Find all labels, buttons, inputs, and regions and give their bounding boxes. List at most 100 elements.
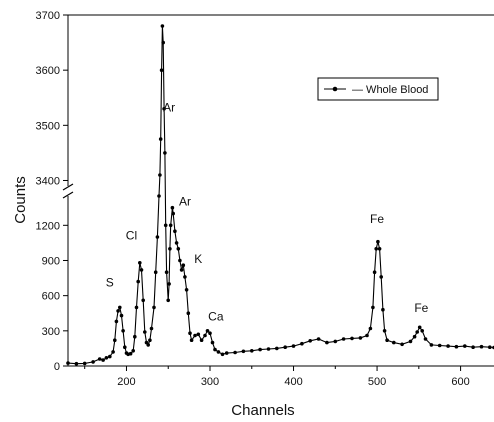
peak-label: S [106,275,114,289]
legend-box [317,77,439,101]
peak-label: K [194,252,202,266]
data-point [184,288,189,292]
annotation-layer: S Cl Ar Ar K Ca Fe Fe [106,101,429,324]
y-tick-label: 300 [42,326,60,338]
data-point [377,247,382,251]
data-point [376,239,380,244]
data-point [283,345,288,350]
data-point [123,345,127,350]
series-layer [66,24,494,366]
data-point [157,194,161,198]
data-point [415,330,420,334]
data-point [381,307,385,312]
data-point [160,24,165,28]
data-point [471,345,475,350]
legend: — Whole Blood [317,77,439,101]
y-tick-label: 3500 [36,120,60,132]
data-point [163,223,168,228]
x-tick-label: 200 [117,376,135,388]
data-point [368,326,373,331]
data-point [379,275,384,279]
data-point [128,351,133,356]
data-point [372,270,377,275]
data-point [148,338,152,343]
data-point [66,361,70,365]
y-tick-label: 3700 [36,10,60,22]
y-tick-label: 900 [42,255,60,267]
data-point [167,282,171,286]
peak-label: Ar [179,194,191,208]
x-tick-label: 500 [368,376,386,388]
peak-label: Fe [414,301,428,315]
data-point [463,344,467,348]
series-line [67,25,494,365]
data-point [374,247,379,251]
data-point [176,247,181,251]
peak-label: Ca [208,309,224,323]
data-point [241,349,246,354]
data-point [149,326,154,331]
data-point [193,333,197,338]
data-point [136,279,140,284]
data-point [155,235,160,239]
data-point [429,343,434,347]
data-point [423,337,428,341]
data-point [233,350,237,355]
data-point [170,205,175,210]
legend-marker [332,86,338,92]
data-point [143,330,147,334]
data-point [392,340,396,345]
data-point [91,360,95,364]
data-point [139,268,144,272]
x-tick-label: 400 [284,376,302,388]
data-point [159,68,164,72]
data-point [166,298,170,303]
data-point [205,329,210,333]
x-tick-label: 600 [451,376,469,388]
data-point [408,339,413,344]
data-point [275,346,279,351]
data-point [420,329,425,333]
data-point [308,339,313,343]
data-point [371,305,375,310]
legend-label: — Whole Blood [352,84,428,96]
data-point [300,341,304,346]
data-point [163,151,167,155]
data-point [138,261,142,265]
data-point [181,263,186,268]
data-point [168,223,173,228]
data-point [385,338,389,343]
data-point [333,339,338,344]
data-point [224,351,229,355]
data-point [104,356,109,360]
axis-break-mark [62,191,74,199]
data-point [199,338,204,343]
data-point [183,275,187,279]
data-point [250,349,254,353]
data-point [114,319,119,324]
data-point [216,350,221,354]
data-point [111,350,115,354]
data-point [158,137,163,141]
data-point [417,325,422,330]
y-axis-title: Counts [12,176,29,224]
data-point [101,358,105,362]
data-point [196,332,201,337]
y-tick-label: 0 [54,361,60,373]
data-point [446,344,450,348]
data-point [188,331,192,336]
data-point [365,333,369,338]
peak-label: Ar [163,101,175,115]
lower-axis-group: 200 300 400 500 600 0 300 600 900 1200 [36,191,494,388]
data-point [316,337,321,341]
data-point [258,347,262,352]
data-point [220,352,225,357]
data-point [178,258,182,263]
data-point [82,361,87,366]
upper-axis-group: 3400 3500 3600 3700 [36,10,494,191]
data-point [133,334,137,339]
data-point [210,340,215,345]
data-point [108,354,112,359]
data-point [146,343,150,347]
data-point [97,357,102,361]
